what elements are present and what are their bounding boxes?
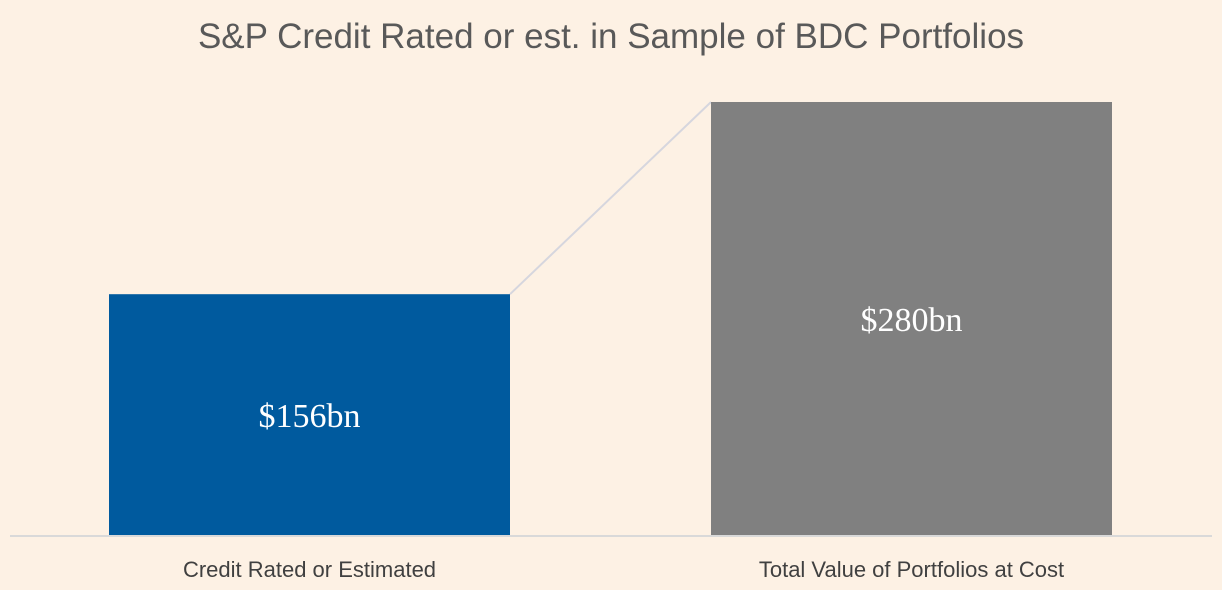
data-label-2: $280bn bbox=[861, 302, 963, 339]
bars-layer bbox=[109, 102, 1112, 536]
chart-title: S&P Credit Rated or est. in Sample of BD… bbox=[198, 17, 1024, 56]
data-label-1: $156bn bbox=[259, 398, 361, 435]
category-label-1: Credit Rated or Estimated bbox=[183, 557, 436, 582]
category-label-2: Total Value of Portfolios at Cost bbox=[759, 557, 1064, 582]
bar-1 bbox=[109, 294, 510, 536]
connector-line bbox=[509, 101, 712, 295]
labels-layer: $156bn Credit Rated or Estimated $280bn Tot… bbox=[183, 302, 1064, 582]
bar-2 bbox=[711, 102, 1112, 536]
